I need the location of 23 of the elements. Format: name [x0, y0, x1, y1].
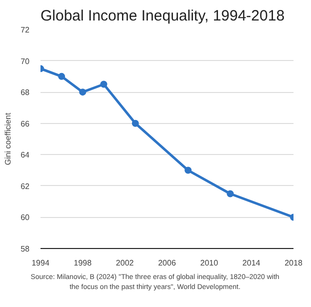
x-tick-label: 2002: [116, 258, 134, 268]
x-tick-label: 2006: [158, 258, 176, 268]
chart-title: Global Income Inequality, 1994-2018: [40, 8, 285, 24]
x-tick-label: 2018: [284, 258, 303, 268]
point: [184, 166, 192, 174]
point: [132, 120, 139, 127]
y-tick-label: 68: [20, 88, 30, 98]
y-tick-label: 58: [20, 244, 30, 254]
y-tick-label: 66: [20, 119, 30, 128]
y-tick-label: 62: [20, 182, 30, 191]
y-tick-label: 64: [20, 150, 30, 160]
y-tick-label: 70: [20, 56, 30, 66]
point: [58, 72, 66, 80]
y-tick-label: 60: [20, 213, 30, 222]
point: [79, 88, 86, 96]
point: [226, 190, 234, 198]
y-axis-title: Gini coefficient: [4, 112, 13, 166]
point: [100, 80, 108, 88]
x-tick-label: 2010: [200, 258, 219, 268]
x-tick-label: 1998: [74, 258, 92, 268]
x-tick-label: 2014: [242, 258, 261, 268]
y-tick-label: 72: [20, 26, 30, 34]
x-tick-label: 1994: [32, 258, 50, 268]
